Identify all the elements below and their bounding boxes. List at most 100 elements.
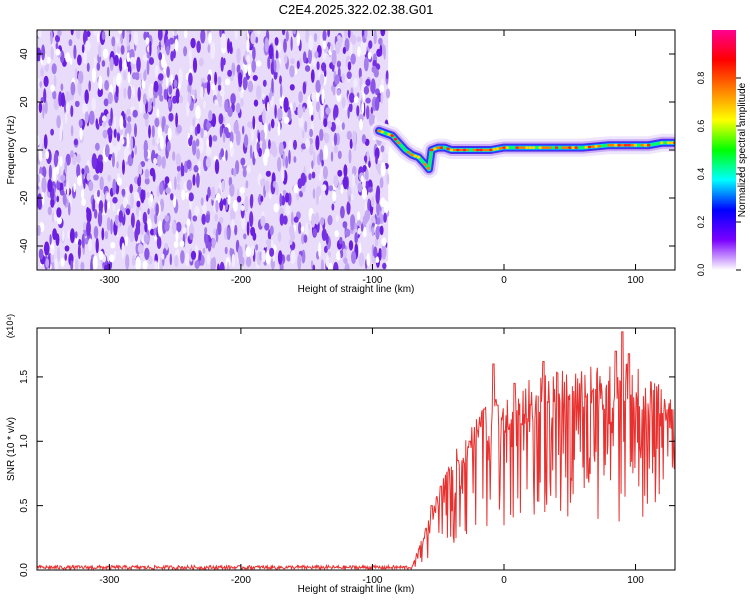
snr-panel: -300 -200 -100 0 100 0.0 0.5 1.0 1.5 (x10⁴) Hei… (5, 314, 676, 595)
noise-speckle (106, 192, 110, 201)
noise-speckle (41, 177, 47, 193)
noise-speckle (196, 40, 201, 53)
noise-speckle (367, 51, 372, 60)
colorbar: 0.0 0.2 0.4 0.6 0.8 Normalized spectral ampl… (696, 30, 748, 276)
noise-speckle (116, 73, 121, 87)
noise-speckle (207, 44, 211, 53)
noise-speckle (246, 221, 250, 236)
noise-speckle (304, 65, 311, 72)
signal-peak-dot (564, 146, 569, 150)
noise-speckle (42, 103, 45, 119)
signal-peak-dot (512, 146, 516, 150)
noise-speckle (73, 44, 77, 60)
noise-speckle (278, 142, 284, 156)
noise-speckle (220, 33, 227, 49)
signal-peak-dot (498, 146, 503, 150)
noise-speckle (93, 174, 99, 181)
signal-peak-dot (485, 148, 490, 152)
noise-speckle (373, 246, 378, 258)
noise-speckle (145, 37, 150, 45)
noise-speckle (327, 30, 330, 38)
signal-peak-dot (508, 146, 513, 150)
noise-speckle (346, 201, 351, 215)
noise-speckle (319, 128, 324, 141)
snr-x-tick-label: -200 (231, 575, 251, 586)
noise-speckle (200, 77, 206, 84)
noise-speckle (47, 179, 53, 193)
noise-speckle (350, 218, 355, 231)
noise-speckle (217, 76, 222, 85)
noise-speckle (77, 81, 80, 94)
noise-speckle (164, 221, 170, 232)
noise-speckle (375, 189, 380, 205)
noise-speckle (304, 120, 308, 133)
noise-speckle (200, 197, 204, 206)
signal-peak-dot (660, 141, 664, 145)
signal-peak-dot (656, 142, 661, 145)
signal-peak-dot (466, 148, 470, 152)
noise-speckle (178, 68, 183, 85)
noise-speckle (113, 115, 117, 130)
noise-speckle (365, 105, 370, 120)
noise-speckle (333, 132, 338, 146)
noise-speckle (43, 75, 49, 88)
noise-speckle (167, 98, 171, 108)
noise-speckle (176, 183, 181, 191)
noise-speckle (159, 198, 165, 212)
noise-speckle (70, 81, 76, 96)
noise-speckle (247, 80, 254, 93)
noise-speckle (45, 150, 49, 160)
signal-peak-dot (403, 148, 408, 152)
signal-peak-dot (630, 143, 634, 147)
noise-speckle (159, 94, 164, 102)
noise-speckle (153, 157, 158, 165)
noise-speckle (378, 152, 383, 161)
noise-speckle (361, 101, 365, 115)
noise-speckle (90, 258, 93, 270)
noise-speckle (283, 54, 288, 64)
noise-speckle (92, 255, 98, 270)
noise-speckle (270, 61, 275, 75)
noise-speckle (188, 192, 194, 202)
noise-speckle (197, 160, 201, 168)
noise-speckle (239, 186, 245, 194)
signal-peak-dot (433, 147, 437, 151)
noise-speckle (170, 50, 174, 62)
noise-speckle (154, 117, 160, 128)
noise-speckle (360, 175, 364, 183)
signal-peak-dot (416, 155, 421, 159)
signal-peak-dot (459, 148, 464, 152)
noise-speckle (356, 105, 360, 117)
noise-speckle (277, 108, 283, 121)
noise-speckle (264, 222, 270, 231)
noise-speckle (380, 30, 386, 37)
noise-speckle (137, 87, 141, 102)
noise-speckle (157, 30, 163, 41)
noise-speckle (51, 212, 55, 223)
noise-speckle (348, 195, 351, 204)
signal-peak-dot (653, 142, 658, 146)
noise-speckle (282, 30, 286, 36)
noise-speckle (218, 113, 224, 125)
spectrogram-y-axis-label: Frequency (Hz) (6, 116, 17, 185)
noise-speckle (136, 200, 141, 208)
signal-peak-dot (429, 148, 434, 152)
noise-speckle (322, 40, 327, 50)
colorbar-tick-label: 0.8 (696, 72, 706, 85)
noise-speckle (206, 80, 211, 95)
noise-speckle (311, 160, 314, 170)
noise-speckle (352, 173, 355, 188)
noise-speckle (219, 30, 222, 38)
signal-peak-dot (469, 148, 473, 152)
noise-speckle (98, 250, 104, 261)
noise-speckle (53, 97, 59, 111)
noise-speckle (143, 112, 149, 120)
noise-speckle (113, 128, 117, 139)
signal-peak-dot (574, 146, 579, 150)
signal-peak-dot (604, 144, 608, 147)
noise-speckle (134, 227, 139, 242)
noise-speckle (157, 83, 163, 98)
noise-speckle (315, 135, 320, 151)
noise-speckle (380, 162, 386, 177)
spectrogram-y-tick-label: 0 (19, 147, 30, 153)
